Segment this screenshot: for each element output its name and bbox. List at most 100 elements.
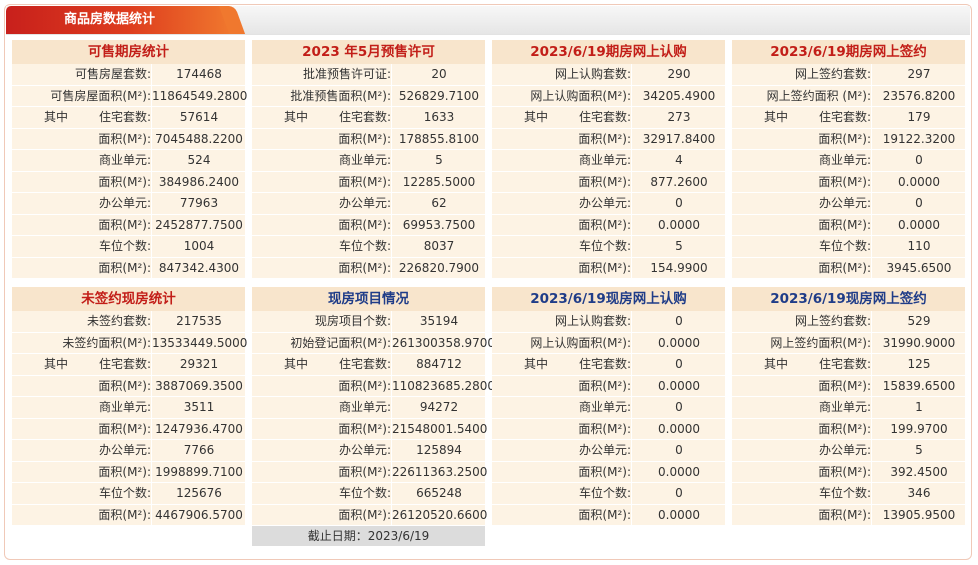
stat-value: 178855.8100 [391, 128, 486, 149]
panel-title: 2023 年5月预售许可 [252, 40, 485, 64]
stat-value: 5 [631, 236, 726, 257]
stat-row: 面积(M²): 199.9700 [732, 418, 965, 440]
stat-value: 526829.7100 [391, 85, 486, 106]
stat-label: 车位个数: [98, 239, 151, 253]
stat-row: 办公单元: 7766 [12, 440, 245, 462]
stat-label: 面积(M²): [98, 507, 151, 522]
stat-label: 初始登记面积(M²): [290, 335, 391, 350]
stat-label: 车位个数: [338, 486, 391, 500]
stat-label: 办公单元: [338, 196, 391, 210]
stat-label: 网上认购套数: [554, 67, 631, 81]
stat-row: 面积(M²): 4467906.5700 [12, 504, 246, 526]
stat-value: 32917.8400 [631, 128, 726, 149]
stat-value: 1247936.4700 [151, 418, 246, 439]
stat-label: 面积(M²): [338, 421, 391, 436]
stat-label: 车位个数: [818, 486, 871, 500]
stat-label: 办公单元: [818, 196, 871, 210]
stat-label: 住宅套数: [98, 110, 151, 124]
stat-row: 商业单元: 3511 [12, 397, 245, 419]
stat-row: 面积(M²): 3887069.3500 [12, 375, 245, 397]
stat-label: 商业单元: [578, 400, 631, 414]
stat-value: 0.0000 [871, 171, 966, 192]
row-prefix: 其中 [764, 110, 789, 124]
stat-row: 办公单元: 125894 [252, 440, 485, 462]
stat-label: 面积(M²): [98, 421, 151, 436]
stat-row: 面积(M²): 0.0000 [492, 504, 725, 526]
stat-value: 12285.5000 [391, 171, 486, 192]
row-prefix: 其中 [524, 357, 549, 371]
stat-label: 车位个数: [338, 239, 391, 253]
stat-label: 面积(M²): [338, 174, 391, 189]
stat-row: 面积(M²): 32917.8400 [492, 128, 726, 150]
stat-row: 网上签约面积(M²): 31990.9000 [732, 332, 966, 354]
stat-row: 办公单元: 77963 [12, 193, 245, 215]
stat-row: 面积(M²): 384986.2400 [12, 171, 245, 193]
stat-label: 车位个数: [818, 239, 871, 253]
stat-value: 31990.9000 [871, 332, 966, 353]
panel-title: 可售期房统计 [12, 40, 245, 64]
stat-row: 办公单元: 0 [492, 193, 725, 215]
stat-value: 21548001.5400 [391, 418, 487, 439]
stat-value: 0 [871, 193, 966, 214]
stat-value: 529 [871, 311, 966, 332]
stat-row: 面积(M²): 15839.6500 [732, 375, 965, 397]
stat-label: 住宅套数: [338, 110, 391, 124]
panel-title: 2023/6/19现房网上签约 [732, 287, 965, 311]
stat-row: 商业单元: 94272 [252, 397, 485, 419]
stat-label: 面积(M²): [338, 464, 391, 479]
stat-value: 13905.9500 [871, 504, 966, 525]
title-tab: 商品房数据统计 [6, 6, 246, 34]
stat-row: 商业单元: 1 [732, 397, 965, 419]
stat-value: 392.4500 [871, 461, 966, 482]
stats-panel: 现房项目情况 现房项目个数: 35194 初始登记面积(M²): 261300358.9… [252, 287, 495, 546]
stat-label: 办公单元: [578, 196, 631, 210]
stats-panel: 2023 年5月预售许可 批准预售许可证: 20 批准预售面积(M²): 526829.… [252, 40, 485, 279]
stat-value: 125 [871, 354, 966, 375]
stat-label: 面积(M²): [338, 378, 391, 393]
stat-label: 商业单元: [578, 153, 631, 167]
stat-label: 车位个数: [98, 486, 151, 500]
stat-row: 批准预售面积(M²): 526829.7100 [252, 85, 486, 107]
stat-value: 125894 [391, 440, 486, 461]
stat-row: 面积(M²): 0.0000 [492, 418, 725, 440]
stat-value: 0 [631, 440, 726, 461]
stat-row: 网上签约面积 (M²): 23576.8200 [732, 85, 965, 107]
stat-label: 未签约套数: [86, 314, 151, 328]
stat-row: 网上认购面积(M²): 0.0000 [492, 332, 726, 354]
stat-label: 可售房屋套数: [74, 67, 151, 81]
stat-label: 网上认购套数: [554, 314, 631, 328]
stat-row: 面积(M²): 1998899.7100 [12, 461, 245, 483]
stat-row: 面积(M²): 2452877.7500 [12, 214, 245, 236]
stat-label: 商业单元: [338, 400, 391, 414]
stat-row: 其中 住宅套数: 179 [732, 107, 965, 129]
stat-row: 可售房屋套数: 174468 [12, 64, 245, 86]
stat-value: 297 [871, 64, 966, 85]
stat-value: 57614 [151, 107, 246, 128]
stat-label: 办公单元: [338, 443, 391, 457]
panel-title: 2023/6/19期房网上签约 [732, 40, 965, 64]
stat-row: 办公单元: 5 [732, 440, 965, 462]
stat-row: 面积(M²): 0.0000 [732, 214, 966, 236]
stat-row: 办公单元: 0 [732, 193, 965, 215]
stat-label: 可售房屋面积(M²): [50, 88, 151, 103]
stat-value: 0.0000 [871, 214, 966, 235]
stat-value: 0 [631, 193, 726, 214]
stat-value: 847342.4300 [151, 257, 246, 278]
stat-row: 面积(M²): 1247936.4700 [12, 418, 246, 440]
stat-row: 其中 住宅套数: 1633 [252, 107, 485, 129]
row-prefix: 其中 [44, 357, 69, 371]
stat-label: 面积(M²): [818, 464, 871, 479]
stat-row: 初始登记面积(M²): 261300358.9700 [252, 332, 495, 354]
stat-label: 面积(M²): [98, 174, 151, 189]
stat-value: 0.0000 [631, 332, 726, 353]
stat-row: 其中 住宅套数: 273 [492, 107, 725, 129]
stat-row: 未签约套数: 217535 [12, 311, 245, 333]
stat-value: 29321 [151, 354, 246, 375]
stat-row: 商业单元: 5 [252, 150, 485, 172]
stat-label: 商业单元: [98, 400, 151, 414]
stat-row: 车位个数: 8037 [252, 236, 485, 258]
stats-panel: 未签约现房统计 未签约套数: 217535 未签约面积(M²): 13533449.50… [12, 287, 247, 526]
stat-label: 商业单元: [818, 400, 871, 414]
stat-value: 4467906.5700 [151, 504, 246, 525]
stat-row: 办公单元: 62 [252, 193, 485, 215]
